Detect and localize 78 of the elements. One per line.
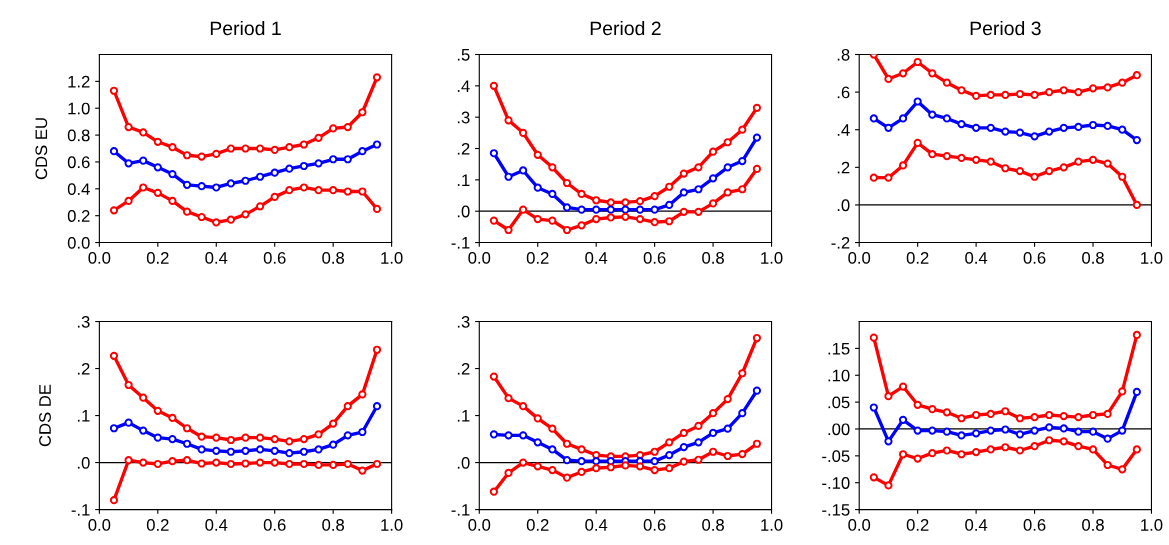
y-tick-label: .4 bbox=[457, 80, 470, 92]
x-tick-label: 0.4 bbox=[965, 519, 988, 531]
y-tick-label: .15 bbox=[828, 342, 850, 355]
chart-title: Period 2 bbox=[590, 20, 661, 36]
y-tick-label: .0 bbox=[837, 199, 850, 212]
y-tick-label: 0.2 bbox=[67, 210, 90, 222]
x-tick-label: 0.2 bbox=[906, 252, 929, 264]
chart-title: Period 3 bbox=[970, 20, 1041, 36]
x-tick-label: 0.8 bbox=[702, 252, 724, 264]
x-tick-label: 0.0 bbox=[88, 519, 111, 531]
x-tick-label: 0.6 bbox=[643, 252, 666, 264]
y-tick-label: .3 bbox=[457, 111, 470, 124]
y-tick-label: 0.8 bbox=[67, 129, 90, 142]
y-tick-label: .2 bbox=[457, 362, 470, 375]
x-tick-label: 0.6 bbox=[263, 252, 286, 264]
y-tick-label: 0.0 bbox=[67, 236, 90, 249]
chart-title: Period 1 bbox=[210, 20, 281, 36]
x-tick-label: 0.0 bbox=[848, 519, 871, 531]
y-tick-label: .2 bbox=[837, 161, 850, 174]
x-tick-label: 1.0 bbox=[381, 519, 403, 531]
y-tick-label: .2 bbox=[457, 142, 470, 155]
x-tick-label: 0.0 bbox=[468, 519, 491, 531]
y-tick-label: -.10 bbox=[822, 477, 850, 489]
y-tick-label: .1 bbox=[457, 174, 470, 186]
x-tick-label: 0.4 bbox=[585, 252, 608, 264]
x-tick-label: 0.4 bbox=[205, 519, 228, 531]
x-tick-label: 0.8 bbox=[1082, 252, 1104, 264]
y-tick-label: .1 bbox=[77, 410, 90, 422]
y-tick-label: .3 bbox=[77, 315, 90, 328]
x-tick-label: 0.6 bbox=[1023, 519, 1046, 531]
x-tick-label: 0.2 bbox=[146, 519, 169, 531]
y-tick-label: .0 bbox=[77, 456, 90, 469]
y-tick-label: -.15 bbox=[822, 504, 850, 516]
x-tick-label: 0.2 bbox=[526, 252, 549, 264]
x-tick-label: 0.2 bbox=[906, 519, 929, 531]
y-tick-label: 1.2 bbox=[68, 75, 90, 88]
x-tick-label: 0.0 bbox=[848, 252, 871, 264]
x-tick-label: 0.8 bbox=[1082, 519, 1104, 531]
y-tick-label: 0.6 bbox=[67, 156, 90, 169]
y-tick-label: .8 bbox=[837, 48, 850, 61]
x-tick-label: 1.0 bbox=[1141, 519, 1163, 531]
x-tick-label: 0.6 bbox=[1023, 252, 1046, 264]
y-tick-label: .5 bbox=[457, 49, 470, 61]
x-tick-label: 0.6 bbox=[263, 519, 286, 531]
y-tick-label: .6 bbox=[837, 86, 850, 99]
y-tick-label: .05 bbox=[828, 396, 850, 409]
x-tick-label: 0.4 bbox=[965, 252, 988, 264]
x-tick-label: 1.0 bbox=[1141, 252, 1163, 264]
x-tick-label: 0.2 bbox=[146, 252, 169, 264]
x-tick-label: 0.2 bbox=[526, 519, 549, 531]
y-tick-label: -.1 bbox=[71, 504, 90, 516]
x-tick-label: 0.8 bbox=[702, 519, 724, 531]
x-tick-label: 1.0 bbox=[761, 252, 783, 264]
x-tick-label: 0.8 bbox=[322, 519, 345, 531]
x-tick-label: 0.4 bbox=[205, 252, 228, 264]
y-tick-label: .4 bbox=[837, 124, 850, 136]
y-tick-label: .3 bbox=[457, 315, 470, 328]
y-axis-title: CDS EU bbox=[35, 118, 48, 180]
y-tick-label: -.1 bbox=[451, 237, 470, 249]
x-tick-label: 0.0 bbox=[468, 252, 491, 264]
y-tick-label: 1.0 bbox=[68, 102, 90, 115]
x-tick-label: 0.0 bbox=[88, 252, 111, 264]
y-tick-label: -.05 bbox=[822, 450, 850, 463]
y-tick-label: 0.4 bbox=[67, 183, 90, 196]
y-tick-label: -.2 bbox=[831, 236, 850, 249]
x-tick-label: 0.8 bbox=[322, 252, 345, 264]
y-tick-label: -.1 bbox=[451, 504, 470, 516]
y-tick-label: .1 bbox=[457, 410, 470, 422]
y-tick-label: .0 bbox=[457, 205, 470, 218]
x-tick-label: 1.0 bbox=[381, 252, 403, 264]
y-tick-label: .0 bbox=[457, 456, 470, 469]
y-axis-title: CDS DE bbox=[39, 384, 51, 447]
y-tick-label: .00 bbox=[828, 423, 850, 436]
y-tick-label: .10 bbox=[828, 369, 850, 382]
x-tick-label: 0.6 bbox=[643, 519, 666, 531]
x-tick-label: 1.0 bbox=[761, 519, 783, 531]
y-tick-label: .2 bbox=[77, 362, 90, 375]
x-tick-label: 0.4 bbox=[585, 519, 608, 531]
